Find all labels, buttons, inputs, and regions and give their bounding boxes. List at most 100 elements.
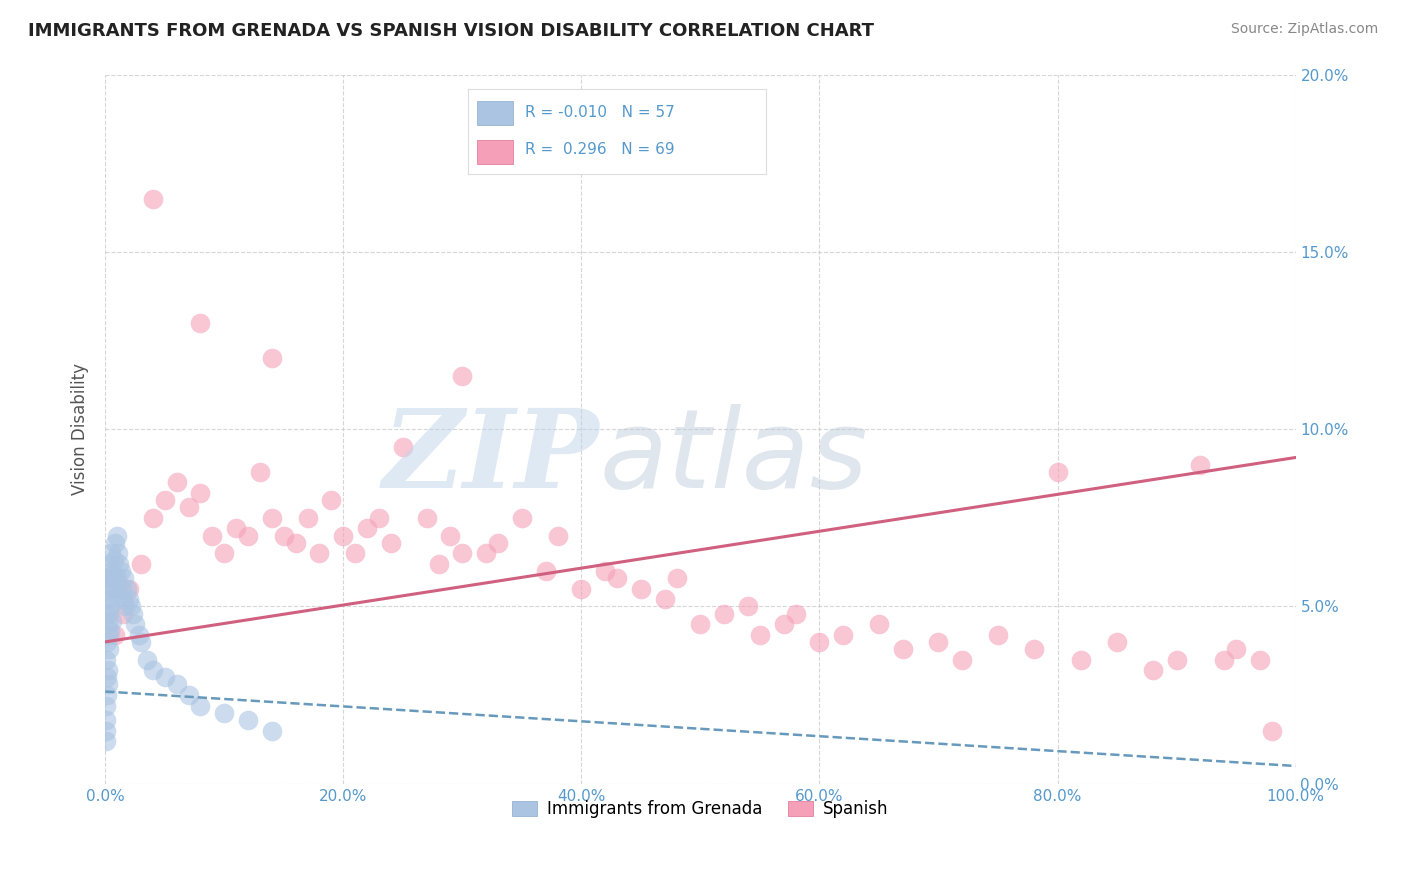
- Point: [96, 688, 118, 702]
- Point: [97, 677, 120, 691]
- Point: [391, 440, 413, 454]
- Point: [236, 528, 259, 542]
- Point: [510, 510, 533, 524]
- Y-axis label: Vision Disability: Vision Disability: [72, 363, 89, 495]
- Point: [98, 599, 121, 614]
- Point: [97, 557, 120, 571]
- Point: [260, 510, 283, 524]
- Point: [190, 316, 212, 330]
- Point: [128, 628, 150, 642]
- Point: [284, 535, 307, 549]
- Point: [103, 582, 125, 596]
- Text: ZIP: ZIP: [382, 404, 599, 511]
- Point: [1022, 642, 1045, 657]
- Point: [654, 592, 676, 607]
- Point: [1070, 652, 1092, 666]
- Point: [630, 582, 652, 596]
- Point: [297, 510, 319, 524]
- Point: [451, 368, 474, 383]
- Point: [689, 617, 711, 632]
- Point: [891, 642, 914, 657]
- Point: [96, 713, 118, 727]
- Point: [332, 528, 354, 542]
- Point: [1046, 465, 1069, 479]
- Point: [1261, 723, 1284, 738]
- Point: [107, 546, 129, 560]
- Point: [118, 592, 141, 607]
- Point: [100, 592, 122, 607]
- Point: [142, 663, 165, 677]
- Point: [104, 582, 127, 596]
- Point: [96, 607, 118, 621]
- Point: [96, 670, 118, 684]
- Point: [808, 635, 831, 649]
- Point: [593, 564, 616, 578]
- Point: [569, 582, 592, 596]
- Point: [177, 688, 200, 702]
- Point: [1225, 642, 1247, 657]
- Point: [1105, 635, 1128, 649]
- Point: [606, 571, 628, 585]
- Legend: Immigrants from Grenada, Spanish: Immigrants from Grenada, Spanish: [506, 794, 896, 825]
- Point: [129, 635, 152, 649]
- Point: [108, 557, 131, 571]
- Point: [98, 582, 121, 596]
- Point: [166, 475, 188, 490]
- Point: [748, 628, 770, 642]
- Point: [97, 628, 120, 642]
- Point: [97, 571, 120, 585]
- Point: [308, 546, 330, 560]
- Point: [212, 546, 235, 560]
- Point: [166, 677, 188, 691]
- Point: [225, 521, 247, 535]
- Point: [112, 571, 135, 585]
- Point: [1142, 663, 1164, 677]
- Point: [101, 564, 124, 578]
- Point: [212, 706, 235, 720]
- Point: [177, 500, 200, 515]
- Point: [115, 582, 138, 596]
- Point: [486, 535, 509, 549]
- Point: [96, 734, 118, 748]
- Point: [153, 493, 176, 508]
- Point: [100, 546, 122, 560]
- Point: [142, 510, 165, 524]
- Point: [249, 465, 271, 479]
- Point: [832, 628, 855, 642]
- Point: [772, 617, 794, 632]
- Point: [415, 510, 437, 524]
- Point: [950, 652, 973, 666]
- Point: [153, 670, 176, 684]
- Point: [103, 553, 125, 567]
- Point: [475, 546, 498, 560]
- Point: [94, 723, 117, 738]
- Text: IMMIGRANTS FROM GRENADA VS SPANISH VISION DISABILITY CORRELATION CHART: IMMIGRANTS FROM GRENADA VS SPANISH VISIO…: [28, 22, 875, 40]
- Text: Source: ZipAtlas.com: Source: ZipAtlas.com: [1230, 22, 1378, 37]
- Point: [260, 351, 283, 366]
- Point: [114, 599, 136, 614]
- Point: [104, 571, 127, 585]
- Point: [1249, 652, 1271, 666]
- Point: [868, 617, 890, 632]
- Point: [104, 628, 127, 642]
- Point: [124, 617, 146, 632]
- Point: [105, 528, 128, 542]
- Point: [427, 557, 450, 571]
- Point: [96, 592, 118, 607]
- Point: [96, 635, 118, 649]
- Point: [201, 528, 224, 542]
- Point: [110, 564, 132, 578]
- Point: [260, 723, 283, 738]
- Point: [120, 599, 142, 614]
- Point: [1166, 652, 1188, 666]
- Point: [98, 624, 121, 639]
- Point: [534, 564, 557, 578]
- Point: [97, 663, 120, 677]
- Point: [98, 607, 121, 621]
- Point: [321, 493, 343, 508]
- Point: [380, 535, 402, 549]
- Point: [94, 698, 117, 713]
- Point: [785, 607, 807, 621]
- Point: [96, 652, 118, 666]
- Point: [101, 567, 124, 582]
